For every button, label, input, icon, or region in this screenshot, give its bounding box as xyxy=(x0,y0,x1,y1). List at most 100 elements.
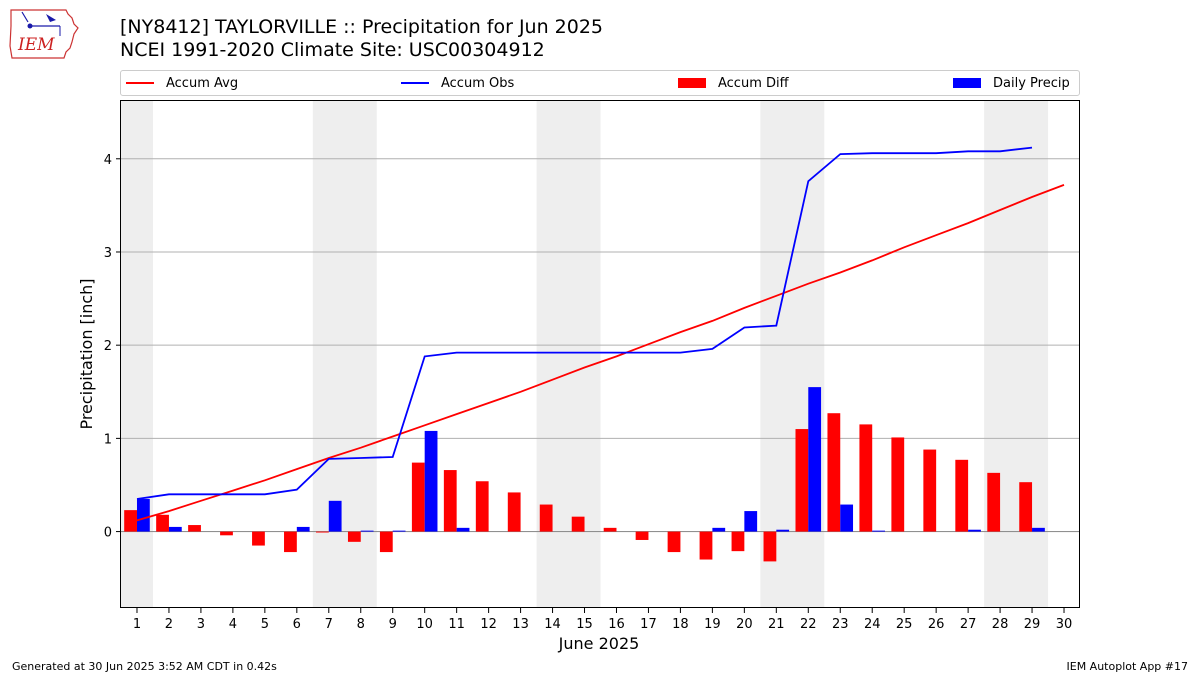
x-tick-label: 3 xyxy=(197,617,205,632)
daily-precip-bar xyxy=(136,498,150,532)
accum-diff-bar xyxy=(955,459,969,532)
accum-avg-line xyxy=(136,184,1065,522)
accum-diff-bar xyxy=(891,437,905,532)
x-tick-label: 21 xyxy=(768,617,785,632)
daily-precip-bar xyxy=(744,511,758,532)
daily-precip-bar xyxy=(456,527,470,532)
line-series xyxy=(136,146,1065,522)
accum-diff-bar xyxy=(827,413,841,532)
accum-diff-bar xyxy=(859,424,873,532)
daily-precip-bar xyxy=(808,387,822,532)
x-tick-label: 22 xyxy=(800,617,817,632)
legend-item-accum-diff: Accum Diff xyxy=(678,71,789,95)
daily-precip-bar xyxy=(872,530,886,532)
daily-precip-bar xyxy=(424,430,438,532)
legend-label-daily-precip: Daily Precip xyxy=(993,75,1070,91)
x-tick-label: 30 xyxy=(1056,617,1073,632)
x-tick-label: 24 xyxy=(864,617,881,632)
accum-diff-bar xyxy=(539,504,553,532)
x-tick-label: 18 xyxy=(672,617,689,632)
x-tick-label: 8 xyxy=(357,617,365,632)
accum-diff-bar xyxy=(507,492,521,532)
x-tick-label: 10 xyxy=(416,617,433,632)
footer-generated: Generated at 30 Jun 2025 3:52 AM CDT in … xyxy=(12,660,277,673)
chart-subtitle: NCEI 1991-2020 Climate Site: USC00304912 xyxy=(120,39,545,61)
legend-label-accum-avg: Accum Avg xyxy=(166,75,239,91)
x-tick-label: 6 xyxy=(293,617,301,632)
legend-label-accum-diff: Accum Diff xyxy=(718,75,789,91)
accum-diff-bar xyxy=(315,531,329,533)
x-tick-label: 28 xyxy=(992,617,1009,632)
accum-diff-bar xyxy=(124,510,137,532)
accum-diff-bar xyxy=(987,472,1001,532)
accum-diff-bar xyxy=(923,449,937,532)
legend-item-accum-obs: Accum Obs xyxy=(401,71,514,95)
x-tick-label: 19 xyxy=(704,617,721,632)
accum-diff-bar xyxy=(220,531,233,536)
x-tick-label: 26 xyxy=(928,617,945,632)
accum-diff-bar xyxy=(571,516,585,532)
x-tick-label: 29 xyxy=(1024,617,1041,632)
accum-diff-bar xyxy=(667,531,681,553)
daily-precip-bar xyxy=(328,500,342,532)
x-tick-label: 20 xyxy=(736,617,753,632)
accum-diff-bar xyxy=(188,525,201,532)
daily-precip-bar xyxy=(392,530,406,532)
x-axis-label: June 2025 xyxy=(558,634,640,653)
legend-item-accum-avg: Accum Avg xyxy=(126,71,238,95)
accum-obs-line xyxy=(136,146,1033,500)
accum-diff-bar xyxy=(603,527,617,532)
accum-diff-bar xyxy=(635,531,649,540)
footer-app: IEM Autoplot App #17 xyxy=(1066,660,1189,673)
axes-frame xyxy=(120,100,1080,608)
legend-swatch-accum-diff xyxy=(678,78,706,88)
y-tick-label: 2 xyxy=(104,339,112,354)
legend-swatch-daily-precip xyxy=(953,78,981,88)
accum-diff-bar xyxy=(1019,482,1033,532)
legend-label-accum-obs: Accum Obs xyxy=(441,75,515,91)
y-tick-label: 1 xyxy=(104,432,112,447)
iem-logo-text: IEM xyxy=(17,35,55,55)
bar-series xyxy=(124,387,1045,562)
x-tick-label: 12 xyxy=(480,617,497,632)
gridlines xyxy=(121,158,1080,533)
x-tick-label: 16 xyxy=(608,617,625,632)
daily-precip-bar xyxy=(968,529,981,532)
daily-precip-bar xyxy=(360,530,374,532)
accum-diff-bar xyxy=(284,531,297,553)
accum-diff-bar xyxy=(347,531,361,542)
legend-swatch-accum-obs xyxy=(401,82,429,84)
accum-diff-bar xyxy=(252,531,265,546)
daily-precip-bar xyxy=(840,504,854,532)
x-tick-label: 4 xyxy=(229,617,237,632)
y-tick-label: 4 xyxy=(104,153,112,168)
x-tick-label: 14 xyxy=(544,617,561,632)
x-tick-label: 2 xyxy=(165,617,173,632)
daily-precip-bar xyxy=(712,527,726,532)
x-tick-label: 9 xyxy=(389,617,397,632)
iowa-outline-icon xyxy=(9,9,79,59)
x-tick-label: 25 xyxy=(896,617,913,632)
x-tick-label: 5 xyxy=(261,617,269,632)
accum-diff-bar xyxy=(475,481,489,532)
y-tick-label: 0 xyxy=(104,526,112,541)
accum-diff-bar xyxy=(156,514,169,532)
accum-diff-bar xyxy=(795,429,809,532)
accum-diff-bar xyxy=(411,462,425,532)
legend-swatch-accum-avg xyxy=(126,82,154,84)
daily-precip-bar xyxy=(296,526,310,532)
x-tick-label: 15 xyxy=(576,617,593,632)
accum-diff-bar xyxy=(443,470,457,532)
x-tick-label: 13 xyxy=(512,617,529,632)
x-tick-label: 23 xyxy=(832,617,849,632)
weekend-band xyxy=(312,101,377,608)
x-tick-label: 27 xyxy=(960,617,977,632)
daily-precip-bar xyxy=(1032,527,1045,532)
y-axis-label: Precipitation [inch] xyxy=(77,278,96,429)
daily-precip-bar xyxy=(168,526,182,532)
accum-diff-bar xyxy=(763,531,777,562)
accum-diff-bar xyxy=(699,531,713,560)
y-tick-label: 3 xyxy=(104,246,112,261)
